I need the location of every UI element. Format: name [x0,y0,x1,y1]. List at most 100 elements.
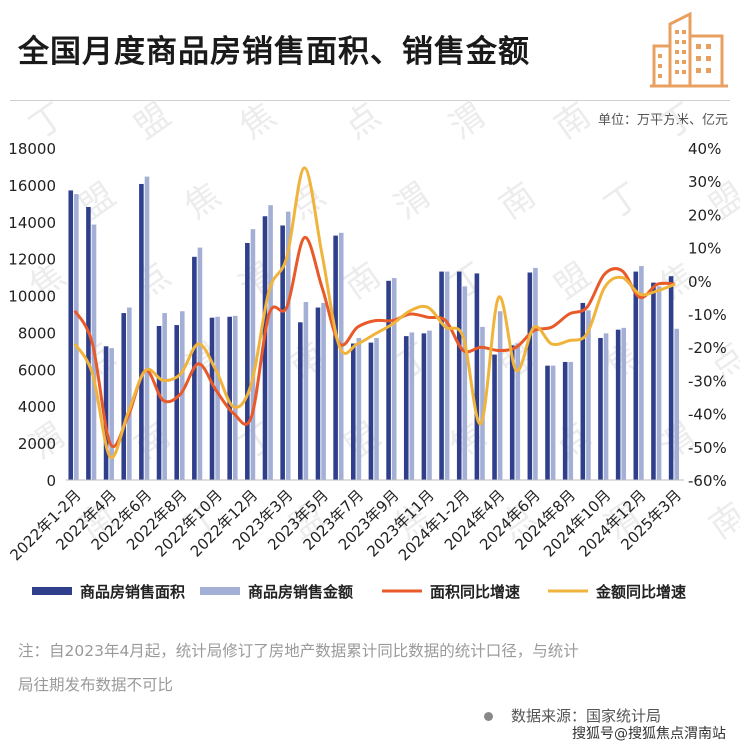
watermark-glyph: 南 [337,255,388,307]
watermark-glyph: 点 [127,255,178,307]
watermark-glyph: 南 [547,95,598,147]
amount-bar [162,313,167,480]
header-divider [10,100,730,101]
legend-label: 商品房销售金额 [248,583,353,601]
amount-bar [250,229,256,480]
left-axis-tick-label: 6000 [18,361,56,379]
area-bar [509,345,515,480]
amount-bar [180,311,185,480]
bullet-icon [484,712,493,721]
left-axis-tick-label: 10000 [8,288,56,306]
watermark-glyph: 丁 [442,255,493,307]
area-bar [615,329,621,480]
right-axis-tick-label: 40% [688,140,721,158]
area-bar [280,225,285,480]
left-axis-tick-label: 0 [46,472,56,490]
amount-bar [144,176,150,481]
amount-bar [303,302,309,480]
right-axis-tick-label: 10% [688,240,721,258]
area-growth-line [73,236,676,448]
area-bar [492,354,497,480]
watermark-glyph: 渭 [232,255,283,307]
amount-bar [215,316,220,480]
chart-title: 全国月度商品房销售面积、销售金额 [18,34,530,70]
amount-bar [621,327,627,480]
right-axis-tick-label: -40% [688,406,727,424]
watermark-glyph: 点 [337,95,388,147]
amount-bar [674,328,679,480]
amount-bar [374,337,379,480]
area-bar [333,235,338,480]
left-axis-tick-label: 4000 [18,398,56,416]
watermark-glyph: 南 [492,175,543,227]
amount-bar [109,348,114,480]
combo-chart: 丁盟焦点渭南丁盟焦点渭南丁盟焦点渭南丁盟焦点渭南丁盟焦点渭南丁盟焦点渭南丁盟焦点… [6,95,740,601]
amount-bar [409,332,415,480]
amount-bar [356,337,362,480]
left-axis-tick-label: 12000 [8,251,56,269]
amount-bar [127,307,132,480]
amount-bar [533,267,538,480]
area-bar [68,190,74,480]
left-axis-tick-label: 8000 [18,324,56,342]
area-bar [156,325,162,480]
area-bar [315,307,321,480]
watermark-glyph: 盟 [127,95,178,147]
amount-bar [427,330,432,480]
amount-bar [321,302,326,480]
amount-bar [480,326,485,480]
right-axis-tick-label: -60% [688,472,727,490]
amount-bar [497,311,503,480]
amount-bar [586,310,591,480]
legend-label: 面积同比增速 [430,583,520,601]
watermark-glyph: 渭 [442,95,493,147]
watermark-glyph: 焦 [232,95,283,147]
area-bar [668,276,674,480]
watermark-glyph: 南 [127,415,178,467]
legend-swatch [32,587,72,595]
area-bar [262,216,268,480]
left-axis-tick-label: 14000 [8,214,56,232]
watermark-glyph: 焦 [177,175,228,227]
area-bar [350,343,356,480]
amount-bar [338,232,344,480]
watermark-glyph: 南 [702,495,740,547]
amount-bar [550,365,556,480]
amount-growth-line [73,166,676,459]
area-bar [562,361,568,480]
area-bar [633,271,639,480]
area-bar [139,183,144,480]
footnote: 注：自2023年4月起，统计局修订了房地产数据累计同比数据的统计口径，与统计 局… [18,634,718,702]
legend-label: 金额同比增速 [595,583,686,601]
footnote-line-1: 注：自2023年4月起，统计局修订了房地产数据累计同比数据的统计口径，与统计 [18,642,579,660]
area-bar [245,242,250,480]
building-logo-icon [650,11,728,88]
amount-bar [444,271,450,480]
amount-bar [232,315,238,480]
area-bar [580,302,586,480]
amount-bar [74,194,79,480]
left-axis-tick-label: 16000 [8,177,56,195]
amount-bar [462,286,468,480]
watermark-glyph: 丁 [232,415,283,467]
right-axis-tick-label: -20% [688,339,727,357]
amount-bar [285,211,291,480]
left-axis-tick-label: 2000 [18,435,56,453]
sohu-watermark: 搜狐号@搜狐焦点渭南站 [572,723,726,743]
area-bar [86,207,91,480]
area-bar [174,325,180,480]
units-label: 单位：万平方米、亿元 [597,113,728,128]
left-axis-tick-label: 18000 [8,140,56,158]
right-axis-tick-label: 0% [688,273,712,291]
amount-bar [603,333,609,480]
watermark-glyph: 盟 [72,175,123,227]
area-bar [386,280,391,480]
data-source-text: 数据来源：国家统计局 [511,707,662,725]
area-bar [598,337,603,480]
watermark-glyph: 渭 [387,175,438,227]
area-bar [103,346,109,480]
amount-bar [515,343,521,480]
area-bar [121,313,127,480]
amount-bar [568,361,574,480]
right-axis-tick-label: 20% [688,206,721,224]
